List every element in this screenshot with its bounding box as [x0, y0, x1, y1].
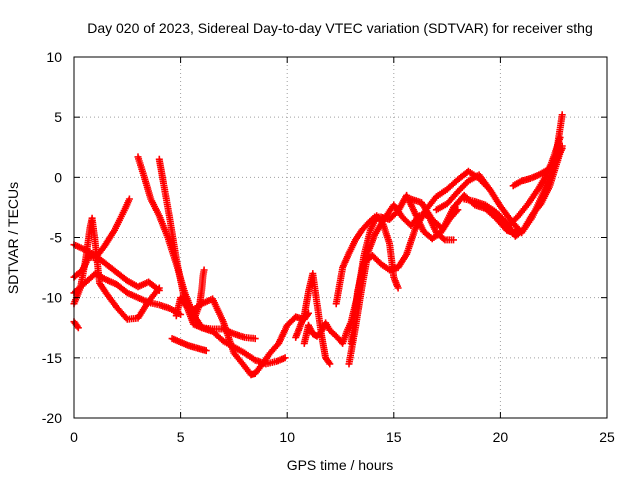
series-markers-track-t — [509, 145, 566, 190]
x-axis-label: GPS time / hours — [287, 457, 394, 473]
y-tick-label: -5 — [50, 230, 63, 246]
x-tick-label: 15 — [386, 429, 402, 445]
series-markers-track-j — [192, 266, 208, 320]
series-track-i — [168, 335, 210, 355]
series-track-o — [347, 167, 494, 347]
series-markers-track-h — [172, 294, 312, 379]
y-tick-label: -15 — [42, 350, 62, 366]
axis-ticks: 0 5 10 15 20 25 -20 -15 -10 -5 0 5 10 — [42, 49, 615, 445]
x-tick-label: 25 — [599, 429, 615, 445]
series-track-h — [172, 294, 312, 379]
y-axis-label: SDTVAR / TECUs — [5, 182, 21, 294]
x-tick-label: 5 — [177, 429, 185, 445]
y-tick-label: 10 — [46, 49, 62, 65]
series-track-t — [509, 145, 566, 190]
chart-title: Day 020 of 2023, Sidereal Day-to-day VTE… — [87, 20, 593, 36]
series-markers-track-o — [347, 167, 494, 347]
series-track-j — [192, 266, 208, 320]
y-tick-label: 5 — [54, 109, 62, 125]
y-tick-label: -20 — [42, 410, 62, 426]
x-tick-label: 10 — [279, 429, 295, 445]
y-tick-label: 0 — [54, 169, 62, 185]
series-markers-track-i — [168, 335, 210, 355]
y-tick-label: -10 — [42, 290, 62, 306]
x-tick-label: 0 — [70, 429, 78, 445]
x-tick-label: 20 — [493, 429, 509, 445]
